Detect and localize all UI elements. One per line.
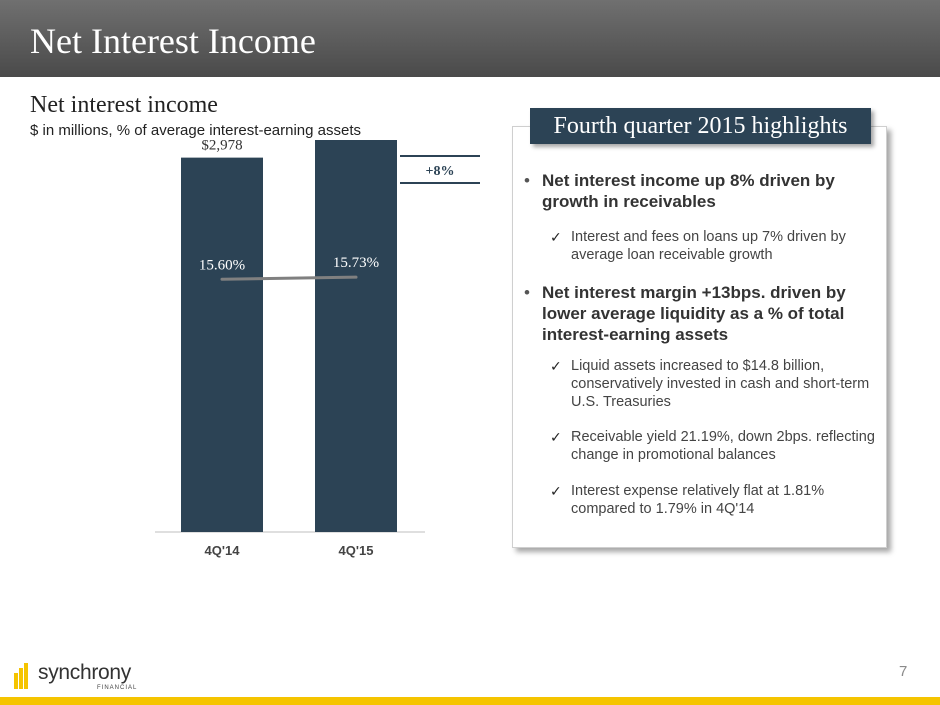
growth-label: +8% (426, 164, 455, 179)
synchrony-logo-icon (14, 663, 28, 689)
highlight-check-1-1: ✓ Interest and fees on loans up 7% drive… (550, 228, 876, 264)
header-bar: Net Interest Income (0, 0, 940, 77)
highlight-check-2-2: ✓ Receivable yield 21.19%, down 2bps. re… (550, 428, 876, 464)
check-icon: ✓ (550, 358, 562, 374)
bar-1 (315, 140, 397, 533)
logo-text: synchrony (38, 661, 132, 684)
logo-subtext: FINANCIAL (97, 685, 138, 691)
highlight-bullet-2: • Net interest margin +13bps. driven by … (524, 282, 872, 345)
footer-bar (0, 697, 940, 705)
check-icon: ✓ (550, 229, 562, 245)
highlight-check-text: Interest and fees on loans up 7% driven … (571, 229, 846, 263)
chart-title: Net interest income (30, 92, 218, 118)
check-icon: ✓ (550, 429, 562, 445)
highlight-check-text: Interest expense relatively flat at 1.81… (571, 483, 825, 517)
bullet-icon: • (524, 283, 530, 302)
page-title: Net Interest Income (30, 21, 316, 61)
highlights-title: Fourth quarter 2015 highlights (530, 108, 871, 144)
synchrony-logo: synchrony FINANCIAL (14, 661, 154, 693)
highlight-bullet-1: • Net interest income up 8% driven by gr… (524, 170, 872, 212)
highlight-check-2-3: ✓ Interest expense relatively flat at 1.… (550, 482, 876, 518)
bar-0 (181, 157, 263, 532)
bullet-icon: • (524, 171, 530, 190)
highlight-bullet-text: Net interest margin +13bps. driven by lo… (542, 283, 846, 344)
highlight-check-2-1: ✓ Liquid assets increased to $14.8 billi… (550, 357, 876, 411)
highlight-check-text: Liquid assets increased to $14.8 billion… (571, 358, 870, 410)
check-icon: ✓ (550, 483, 562, 499)
highlight-bullet-text: Net interest income up 8% driven by grow… (542, 171, 835, 211)
bar-value-label-0: $2,978 (201, 140, 242, 154)
margin-label-0: 15.60% (199, 257, 245, 273)
highlight-check-text: Receivable yield 21.19%, down 2bps. refl… (571, 429, 875, 463)
x-tick-label-1: 4Q'15 (339, 543, 374, 558)
page-number: 7 (899, 663, 908, 680)
margin-line (220, 275, 358, 281)
highlights-panel (512, 126, 887, 548)
chart-subtitle: $ in millions, % of average interest-ear… (30, 122, 361, 139)
margin-label-1: 15.73% (333, 255, 379, 271)
x-tick-label-0: 4Q'14 (205, 543, 241, 558)
